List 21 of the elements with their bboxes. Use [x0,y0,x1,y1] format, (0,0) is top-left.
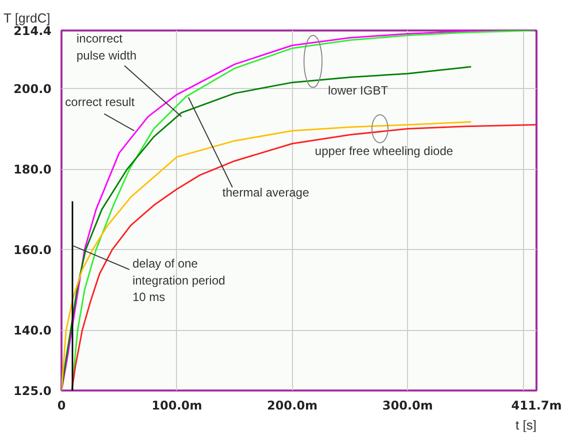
annotation: lower IGBT [328,83,389,98]
y-tick-label: 125.0 [14,384,52,398]
annotation: upper free wheeling diode [314,144,454,158]
annotation: delay of one integration period 10 ms [132,256,226,304]
line-series [71,124,536,390]
y-tick-label: 160.0 [14,243,52,258]
annotation: thermal average [222,185,310,200]
annotation: correct result [65,94,136,109]
x-tick-label: 0 [57,398,66,412]
x-tick-label: 300.0m [382,398,433,412]
annotation: incorrect pulse width [76,32,137,62]
y-tick-label: 214.4 [14,24,52,38]
y-tick-label: 180.0 [14,162,52,177]
line-series [62,121,472,390]
x-axis-title: t [s] [516,418,537,432]
x-tick-label: 411.7m [511,398,562,412]
x-tick-label: 200.0m [267,398,318,412]
y-axis-title: T [grdC] [4,10,50,26]
y-tick-label: 200.0 [14,82,52,96]
y-tick-label: 140.0 [14,324,52,338]
x-tick-label: 100.0m [152,398,202,412]
